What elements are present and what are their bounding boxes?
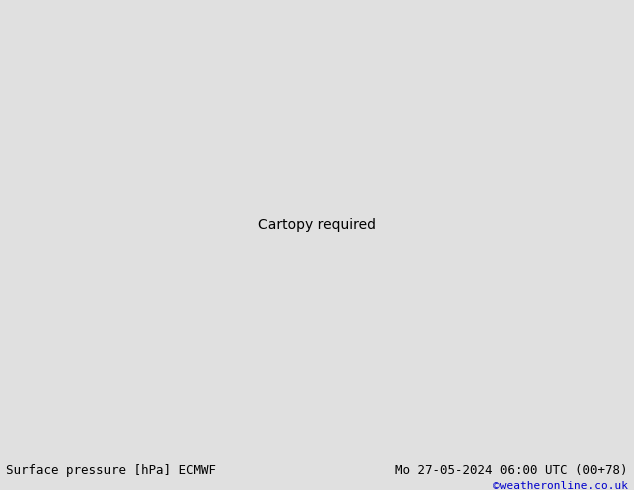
- Text: ©weatheronline.co.uk: ©weatheronline.co.uk: [493, 481, 628, 490]
- Text: Mo 27-05-2024 06:00 UTC (00+78): Mo 27-05-2024 06:00 UTC (00+78): [395, 464, 628, 477]
- Text: Surface pressure [hPa] ECMWF: Surface pressure [hPa] ECMWF: [6, 464, 216, 477]
- Text: Cartopy required: Cartopy required: [258, 218, 376, 232]
